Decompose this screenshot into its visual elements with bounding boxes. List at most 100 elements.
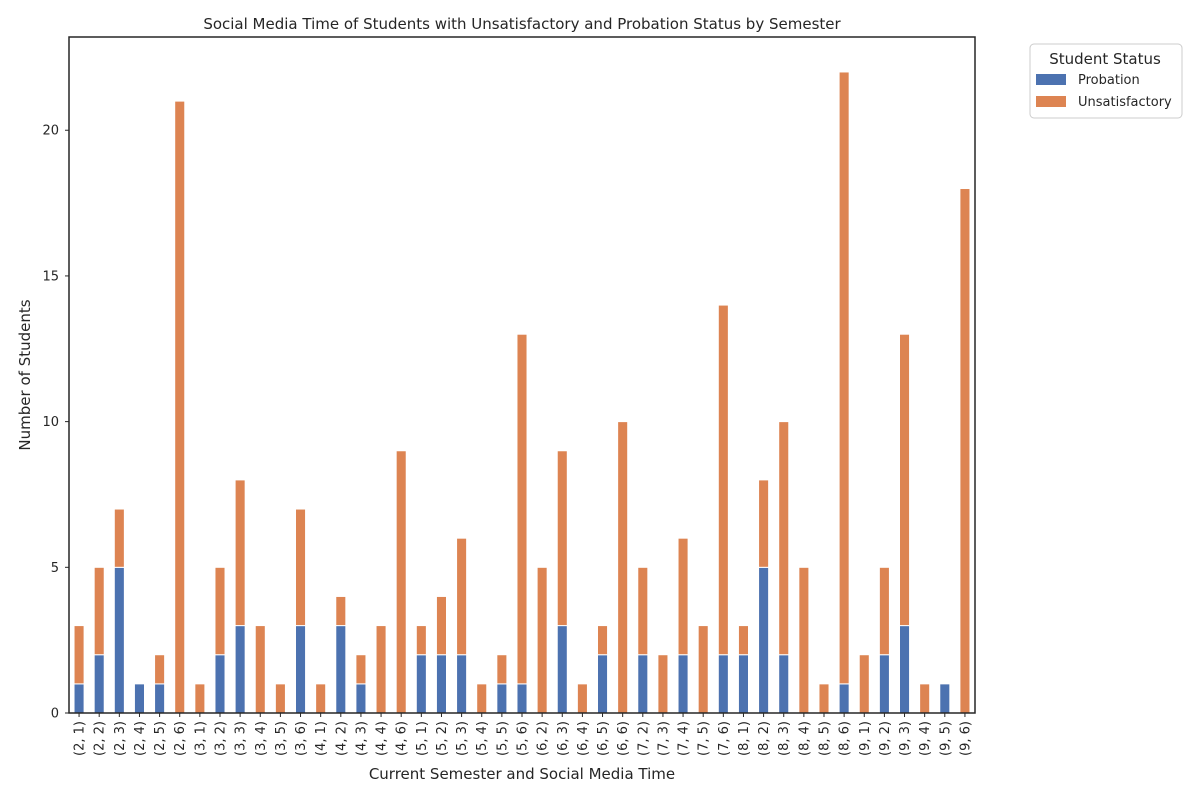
x-tick-label: (4, 3) bbox=[354, 721, 369, 756]
bars-group bbox=[73, 71, 971, 714]
x-tick-label: (7, 6) bbox=[717, 721, 732, 756]
bar-unsatisfactory-31 bbox=[697, 625, 709, 714]
bar-unsatisfactory-12 bbox=[315, 683, 327, 714]
x-tick-label: (6, 6) bbox=[616, 721, 631, 756]
bar-unsatisfactory-28 bbox=[637, 566, 649, 656]
bar-probation-14 bbox=[355, 683, 367, 714]
bar-unsatisfactory-20 bbox=[476, 683, 488, 714]
x-tick-label: (6, 3) bbox=[556, 721, 571, 756]
x-tick-label: (2, 6) bbox=[173, 721, 188, 756]
x-axis-ticks: (2, 1) (2, 2) (2, 3) (2, 4) (2, 5) (2, 6) (3, … bbox=[73, 713, 973, 756]
bar-unsatisfactory-38 bbox=[838, 71, 850, 685]
x-tick-label: (9, 4) bbox=[918, 721, 933, 756]
bar-unsatisfactory-23 bbox=[536, 566, 548, 714]
x-tick-label: (2, 3) bbox=[113, 721, 128, 756]
x-tick-label: (3, 4) bbox=[254, 721, 269, 756]
bar-unsatisfactory-26 bbox=[597, 625, 609, 656]
x-tick-label: (5, 1) bbox=[415, 721, 430, 756]
bar-unsatisfactory-7 bbox=[214, 566, 226, 656]
bar-unsatisfactory-13 bbox=[335, 595, 347, 627]
bar-unsatisfactory-11 bbox=[295, 508, 307, 627]
bar-probation-26 bbox=[597, 654, 609, 714]
chart-title: Social Media Time of Students with Unsat… bbox=[203, 15, 841, 33]
bar-unsatisfactory-24 bbox=[556, 450, 568, 627]
x-tick-label: (7, 3) bbox=[656, 721, 671, 756]
x-tick-label: (3, 5) bbox=[274, 721, 289, 756]
bar-probation-13 bbox=[335, 625, 347, 714]
x-tick-label: (7, 2) bbox=[636, 721, 651, 756]
bar-probation-7 bbox=[214, 654, 226, 714]
x-tick-label: (2, 1) bbox=[73, 721, 88, 756]
bar-unsatisfactory-25 bbox=[576, 683, 588, 714]
bar-probation-3 bbox=[133, 683, 146, 714]
bar-probation-35 bbox=[778, 654, 790, 714]
bar-unsatisfactory-40 bbox=[878, 566, 890, 656]
bar-unsatisfactory-17 bbox=[415, 625, 427, 656]
bar-probation-2 bbox=[113, 566, 125, 714]
bar-unsatisfactory-8 bbox=[234, 479, 246, 627]
y-tick-label: 20 bbox=[42, 124, 59, 139]
legend: Student Status Probation Unsatisfactory bbox=[1029, 43, 1183, 119]
bar-probation-43 bbox=[939, 683, 951, 714]
bar-probation-8 bbox=[234, 625, 246, 714]
x-tick-label: (3, 3) bbox=[234, 721, 249, 756]
bar-unsatisfactory-42 bbox=[919, 683, 931, 714]
bar-probation-40 bbox=[878, 654, 890, 714]
y-axis-ticks: 0 5 10 15 20 bbox=[42, 124, 69, 722]
bar-unsatisfactory-18 bbox=[435, 595, 447, 656]
bar-probation-17 bbox=[415, 654, 427, 714]
bar-probation-11 bbox=[295, 625, 307, 714]
x-tick-label: (9, 2) bbox=[878, 721, 893, 756]
bar-probation-34 bbox=[758, 566, 770, 714]
y-tick-label: 0 bbox=[51, 707, 59, 722]
x-tick-label: (8, 4) bbox=[797, 721, 812, 756]
x-tick-label: (6, 5) bbox=[596, 721, 611, 756]
bar-unsatisfactory-14 bbox=[355, 654, 367, 685]
x-tick-label: (9, 5) bbox=[938, 721, 953, 756]
bar-unsatisfactory-32 bbox=[717, 304, 729, 656]
legend-title: Student Status bbox=[1049, 50, 1161, 68]
bar-probation-30 bbox=[677, 654, 689, 714]
x-tick-label: (6, 4) bbox=[576, 721, 591, 756]
bar-unsatisfactory-9 bbox=[254, 625, 266, 714]
x-tick-label: (4, 1) bbox=[314, 721, 329, 756]
x-tick-label: (9, 1) bbox=[858, 721, 873, 756]
bar-unsatisfactory-33 bbox=[737, 625, 750, 656]
x-tick-label: (5, 6) bbox=[516, 721, 531, 756]
bar-unsatisfactory-16 bbox=[395, 450, 407, 714]
bar-unsatisfactory-29 bbox=[657, 654, 669, 714]
x-tick-label: (2, 4) bbox=[133, 721, 148, 756]
bar-unsatisfactory-34 bbox=[758, 479, 770, 568]
y-tick-label: 5 bbox=[51, 561, 59, 576]
legend-swatch-unsatisfactory bbox=[1036, 96, 1066, 107]
x-axis-label: Current Semester and Social Media Time bbox=[369, 765, 675, 783]
x-tick-label: (6, 2) bbox=[536, 721, 551, 756]
y-axis-label: Number of Students bbox=[16, 299, 34, 450]
bar-unsatisfactory-30 bbox=[677, 537, 689, 656]
x-tick-label: (7, 4) bbox=[677, 721, 692, 756]
x-tick-label: (4, 6) bbox=[395, 721, 410, 756]
bar-probation-41 bbox=[899, 625, 911, 714]
bar-unsatisfactory-36 bbox=[798, 566, 810, 714]
bar-unsatisfactory-2 bbox=[113, 508, 125, 568]
bar-probation-24 bbox=[556, 625, 568, 714]
bar-unsatisfactory-15 bbox=[375, 625, 387, 714]
x-tick-label: (2, 5) bbox=[153, 721, 168, 756]
x-tick-label: (5, 4) bbox=[475, 721, 490, 756]
bar-probation-28 bbox=[637, 654, 649, 714]
bar-unsatisfactory-5 bbox=[174, 100, 186, 714]
y-tick-label: 10 bbox=[42, 415, 59, 430]
y-tick-label: 15 bbox=[42, 269, 59, 284]
bar-probation-1 bbox=[93, 654, 105, 714]
bar-unsatisfactory-6 bbox=[194, 683, 206, 714]
plot-area-frame bbox=[68, 36, 976, 714]
bar-probation-21 bbox=[496, 683, 508, 714]
x-tick-label: (5, 2) bbox=[435, 721, 450, 756]
bar-unsatisfactory-0 bbox=[73, 625, 85, 685]
bar-unsatisfactory-37 bbox=[818, 683, 830, 714]
x-tick-label: (8, 6) bbox=[838, 721, 853, 756]
x-tick-label: (9, 6) bbox=[958, 721, 973, 756]
bar-unsatisfactory-39 bbox=[858, 654, 870, 714]
bar-unsatisfactory-44 bbox=[959, 188, 971, 714]
